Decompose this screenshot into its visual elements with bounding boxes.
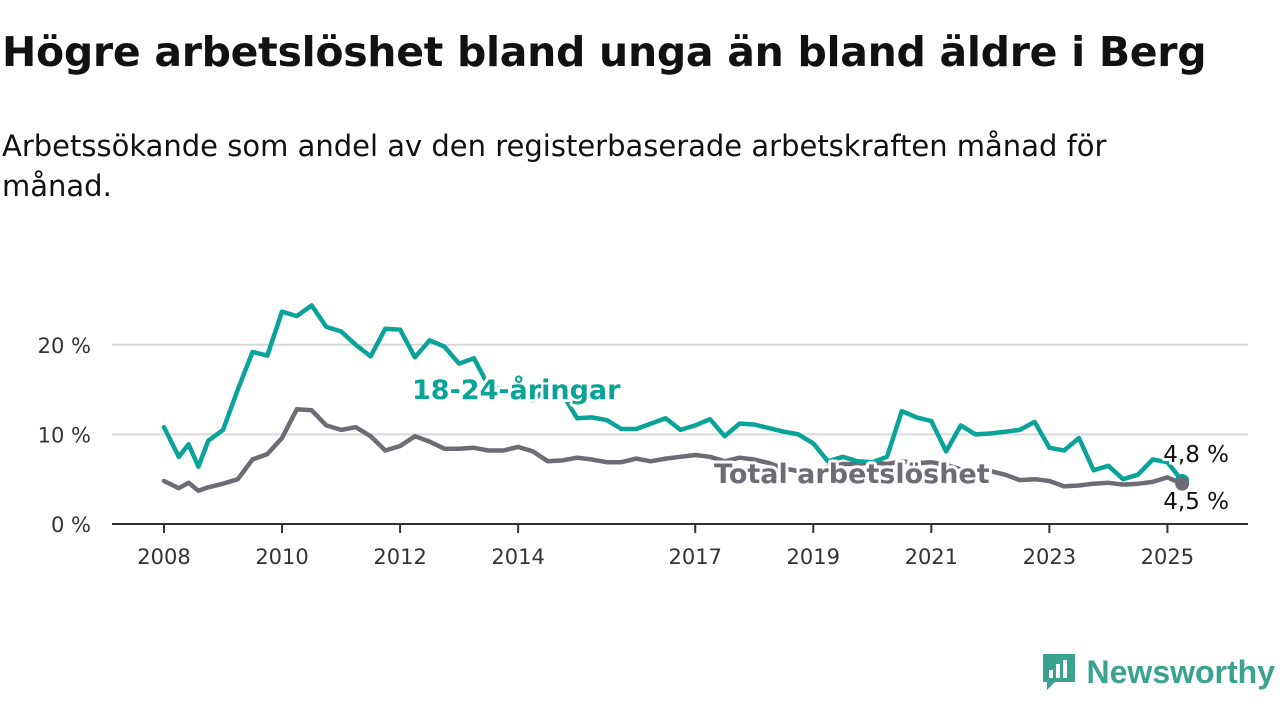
x-tick-label: 2012 (373, 545, 426, 569)
brand-logo: Newsworthy (1041, 652, 1275, 692)
series-end-point (1175, 476, 1190, 491)
x-tick-label: 2014 (491, 545, 544, 569)
y-tick-label: 10 % (38, 423, 91, 447)
youth-series-line (161, 303, 1185, 484)
youth-series-label: 18-24-åringar (412, 374, 621, 406)
brand-name: Newsworthy (1086, 653, 1275, 690)
chart-subtitle: Arbetssökande som andel av den registerb… (2, 129, 1107, 203)
x-tick-label: 2010 (255, 545, 308, 569)
axes: 0 % 10 % 20 % 2008 2010 2012 2014 2017 2019 2021 2… (38, 334, 1248, 569)
grid-lines (112, 343, 1248, 436)
newsworthy-logo-icon (1042, 654, 1075, 690)
x-tick-label: 2019 (787, 545, 840, 569)
x-tick-label: 2025 (1141, 545, 1194, 569)
x-tick-label: 2021 (905, 545, 958, 569)
series-lines (161, 303, 1190, 494)
x-tick-label: 2008 (137, 545, 190, 569)
chart-title: Högre arbetslöshet bland unga än bland ä… (2, 28, 1207, 76)
total-series-label: Total arbetslöshet (714, 459, 990, 490)
total-end-value-label: 4,5 % (1163, 489, 1229, 515)
y-tick-label: 0 % (51, 513, 91, 537)
x-tick-label: 2017 (668, 545, 721, 569)
total-series-line (161, 407, 1185, 494)
chart-labels: 18-24-åringar Total arbetslöshet 4,8 % 4,5 … (409, 371, 1232, 518)
x-tick-label: 2023 (1023, 545, 1076, 569)
y-tick-label: 20 % (38, 334, 91, 358)
youth-end-value-label: 4,8 % (1163, 442, 1229, 468)
